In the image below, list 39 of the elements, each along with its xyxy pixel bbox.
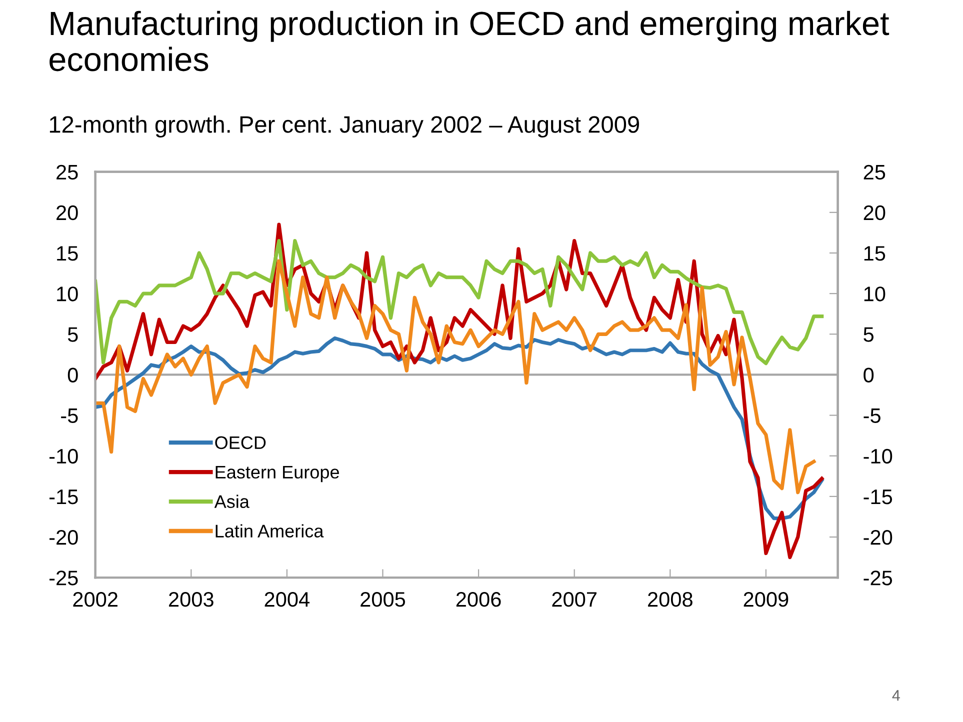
y-tick-label: 0 xyxy=(68,368,78,382)
y2-tick-label: 20 xyxy=(864,205,886,220)
y-tick-label: 15 xyxy=(57,246,78,261)
y2-tick-label: -25 xyxy=(864,570,892,586)
y-tick-label: -25 xyxy=(49,570,78,586)
y2-tick-label: -10 xyxy=(864,448,892,464)
y-tick-label: -15 xyxy=(49,490,78,504)
legend-label: Latin America xyxy=(216,524,324,538)
legend-label: OECD xyxy=(215,436,266,450)
y2-tick-label: 25 xyxy=(864,164,886,180)
y-tick-label: -5 xyxy=(61,408,78,424)
legend-label: Asia xyxy=(214,494,250,508)
chart-subtitle: 12-month growth. Per cent. January 2002 – August 2009 xyxy=(50,116,640,138)
x-tick-label: 2006 xyxy=(456,592,501,607)
y2-tick-label: -15 xyxy=(864,490,892,504)
y2-tick-label: -5 xyxy=(864,408,880,424)
y2-tick-label: -20 xyxy=(864,530,892,545)
y-tick-label: -10 xyxy=(49,448,78,464)
text: 4 xyxy=(892,690,900,701)
line-series xyxy=(95,259,816,494)
y-tick-label: 10 xyxy=(57,286,78,302)
x-tick-label: 2007 xyxy=(552,592,596,607)
y2-tick-label: 0 xyxy=(864,368,874,382)
y-tick-label: 25 xyxy=(56,164,78,180)
x-tick-label: 2004 xyxy=(264,592,310,607)
y2-tick-label: 15 xyxy=(864,246,886,261)
y-tick-label: 20 xyxy=(56,205,78,220)
y-tick-label: -20 xyxy=(49,530,78,545)
y-tick-label: 5 xyxy=(68,327,78,342)
x-tick-label: 2009 xyxy=(744,592,788,607)
x-tick-label: 2008 xyxy=(648,592,692,607)
x-tick-label: 2003 xyxy=(169,592,214,607)
line-series xyxy=(95,239,824,366)
legend-label: Eastern Europe xyxy=(216,466,339,482)
chart-title: Manufacturing production in OECD and emerging market economies xyxy=(50,10,890,72)
y2-tick-label: 10 xyxy=(864,286,886,302)
x-tick-label: 2005 xyxy=(360,592,406,607)
y2-tick-label: 5 xyxy=(864,327,874,342)
x-tick-label: 2002 xyxy=(73,592,118,607)
